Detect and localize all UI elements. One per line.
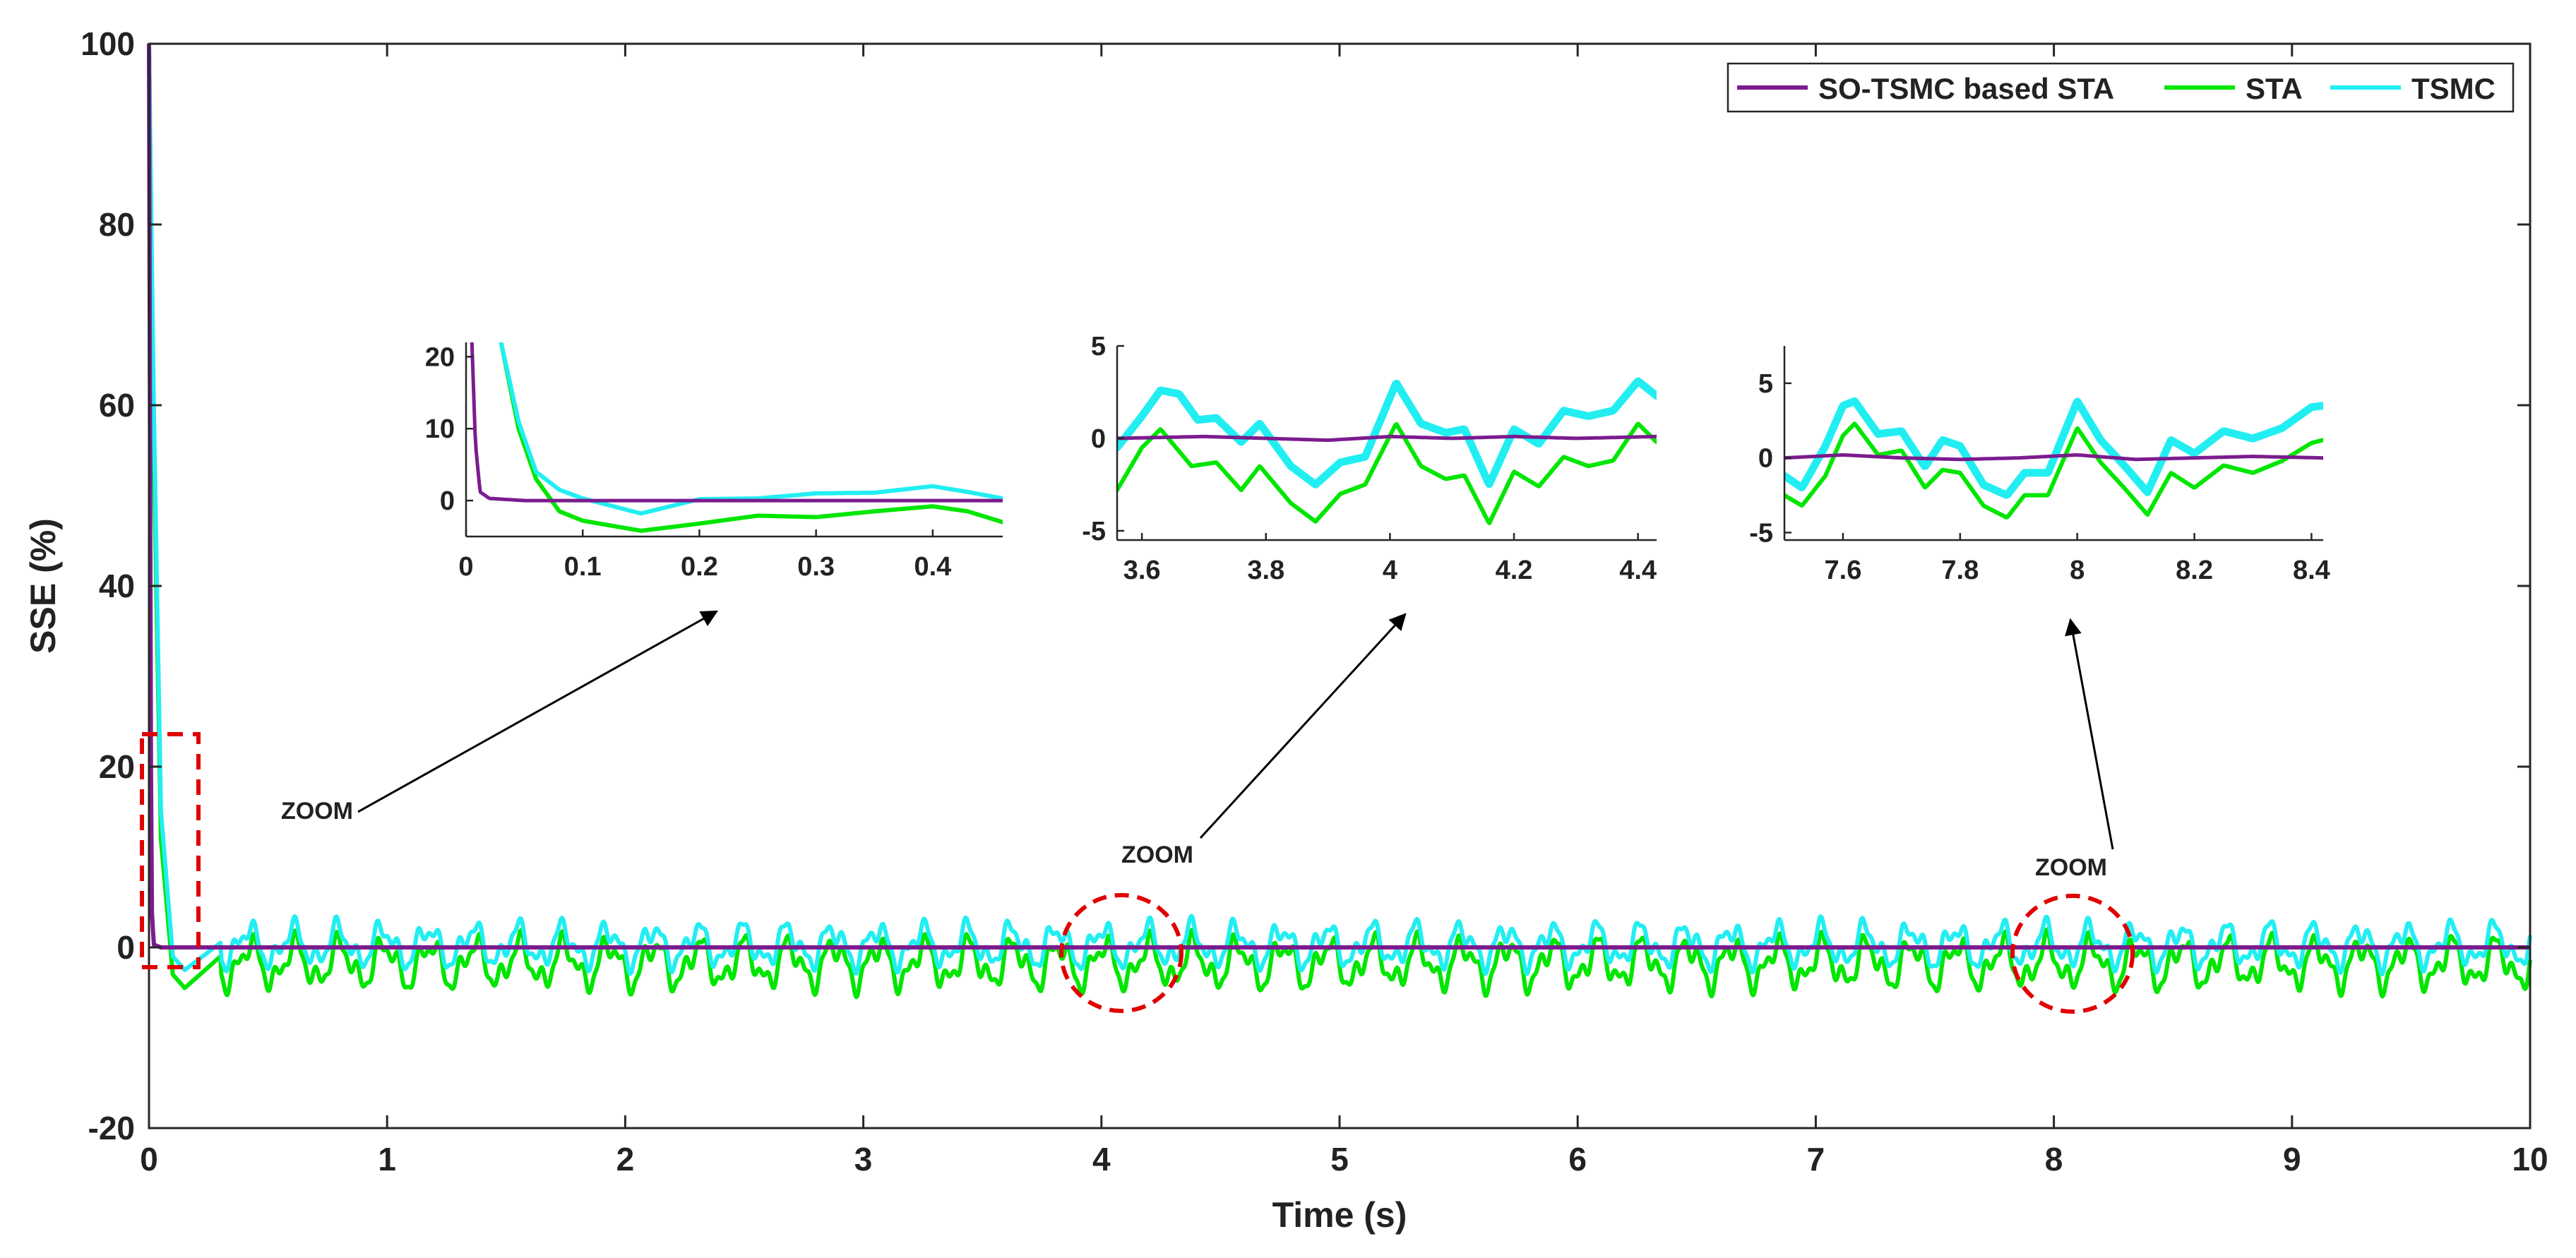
zoom-box-start (140, 732, 201, 969)
inset1-series-sta (499, 342, 1003, 533)
zoom-arrow-1 (357, 610, 719, 813)
zoom-arrow-2 (1199, 613, 1407, 839)
inset3-y-tick-label: 5 (1758, 369, 1773, 399)
inset3-series-so-tsmc-based-sta (1784, 453, 2323, 462)
inset3-y-tick-label: 0 (1758, 444, 1773, 474)
inset1-x-tick-label: 0.1 (564, 552, 602, 582)
legend-label-sta: STA (2246, 72, 2303, 105)
inset-zoom-4s: 3.6 3.8 4 4.2 4.4 -5 0 5 (1082, 332, 1657, 585)
y-tick-label: 20 (99, 748, 135, 785)
inset2-x-ticks: 3.6 3.8 4 4.2 4.4 (1123, 533, 1657, 585)
x-tick-label: 8 (2045, 1141, 2063, 1178)
legend-label-so-tsmc-sta: SO-TSMC based STA (1818, 72, 2114, 105)
y-axis-label: SSE (%) (23, 518, 63, 654)
inset2-y-tick-label: 5 (1091, 332, 1106, 361)
inset3-x-ticks: 7.6 7.8 8 8.2 8.4 (1825, 533, 2330, 585)
inset1-series-so-tsmc-based-sta (470, 342, 1003, 503)
x-axis-label: Time (s) (1272, 1195, 1407, 1235)
inset2-x-tick-label: 4.2 (1496, 556, 1533, 585)
zoom-circle-8s (2010, 894, 2135, 1014)
inset1-x-tick-label: 0.4 (914, 552, 951, 582)
inset2-series-sta (1117, 421, 1657, 525)
inset-zoom-start: 0 0.1 0.2 0.3 0.4 0 10 20 (425, 342, 1003, 582)
inset3-series-sta (1784, 421, 2323, 520)
inset3-x-tick-label: 8.2 (2176, 556, 2213, 585)
inset3-y-tick-label: -5 (1749, 518, 1773, 548)
inset1-x-tick-label: 0.2 (681, 552, 718, 582)
inset2-x-tick-label: 3.8 (1247, 556, 1284, 585)
inset2-series-tsmc (1117, 377, 1657, 489)
main-series-tsmc (147, 43, 2532, 976)
inset1-x-tick-label: 0.3 (797, 552, 835, 582)
inset1-y-tick-label: 20 (425, 342, 455, 372)
x-tick-label: 2 (616, 1141, 635, 1178)
inset1-y-ticks: 0 10 20 (425, 342, 473, 516)
x-tick-label: 10 (2512, 1141, 2548, 1178)
x-tick-label: 0 (140, 1141, 158, 1178)
inset3-series-tsmc (1784, 397, 2323, 499)
y-tick-label: 60 (99, 387, 135, 424)
y-tick-label: 40 (99, 568, 135, 604)
inset3-series-lines (1784, 397, 2323, 520)
x-tick-label: 9 (2283, 1141, 2301, 1178)
inset2-series-lines (1117, 377, 1657, 525)
zoom-label-1: ZOOM (281, 798, 353, 825)
inset3-y-ticks: -5 0 5 (1749, 369, 1791, 548)
main-x-ticks: 0 1 2 3 4 5 6 7 8 9 10 (140, 44, 2548, 1178)
inset2-y-ticks: -5 0 5 (1082, 332, 1124, 546)
inset2-y-tick-label: -5 (1082, 517, 1106, 546)
y-tick-label: 0 (117, 929, 135, 966)
zoom-markers (140, 732, 2135, 1014)
x-tick-label: 7 (1807, 1141, 1825, 1178)
x-tick-label: 1 (378, 1141, 396, 1178)
inset1-x-tick-label: 0 (458, 552, 473, 582)
zoom-circle-4s (1059, 893, 1183, 1013)
inset2-y-tick-label: 0 (1091, 424, 1106, 454)
inset2-x-tick-label: 3.6 (1123, 556, 1161, 585)
x-tick-label: 5 (1330, 1141, 1349, 1178)
inset-zoom-8s: 7.6 7.8 8 8.2 8.4 -5 0 5 (1749, 346, 2330, 585)
y-tick-label: -20 (88, 1110, 135, 1146)
inset2-x-tick-label: 4 (1383, 556, 1397, 585)
inset1-series-lines (470, 342, 1003, 533)
inset2-x-tick-label: 4.4 (1619, 556, 1657, 585)
zoom-arrows: ZOOM ZOOM ZOOM (281, 610, 2114, 881)
inset1-y-tick-label: 0 (440, 486, 455, 516)
legend-label-tsmc: TSMC (2411, 72, 2496, 105)
x-tick-label: 4 (1092, 1141, 1111, 1178)
inset3-x-tick-label: 8.4 (2293, 556, 2330, 585)
zoom-arrow-3 (2065, 618, 2114, 850)
inset1-x-ticks: 0 0.1 0.2 0.3 0.4 (458, 529, 951, 582)
legend: SO-TSMC based STA STA TSMC (1727, 62, 2515, 113)
inset3-x-tick-label: 7.8 (1941, 556, 1979, 585)
y-tick-label: 100 (80, 25, 135, 62)
x-tick-label: 6 (1568, 1141, 1587, 1178)
inset1-y-tick-label: 10 (425, 414, 455, 444)
inset3-x-tick-label: 7.6 (1825, 556, 1862, 585)
zoom-label-3: ZOOM (2035, 854, 2107, 881)
inset3-x-tick-label: 8 (2070, 556, 2085, 585)
y-tick-label: 80 (99, 206, 135, 243)
zoom-label-2: ZOOM (1121, 841, 1193, 868)
x-tick-label: 3 (854, 1141, 873, 1178)
inset2-series-so-tsmc-based-sta (1117, 434, 1657, 443)
